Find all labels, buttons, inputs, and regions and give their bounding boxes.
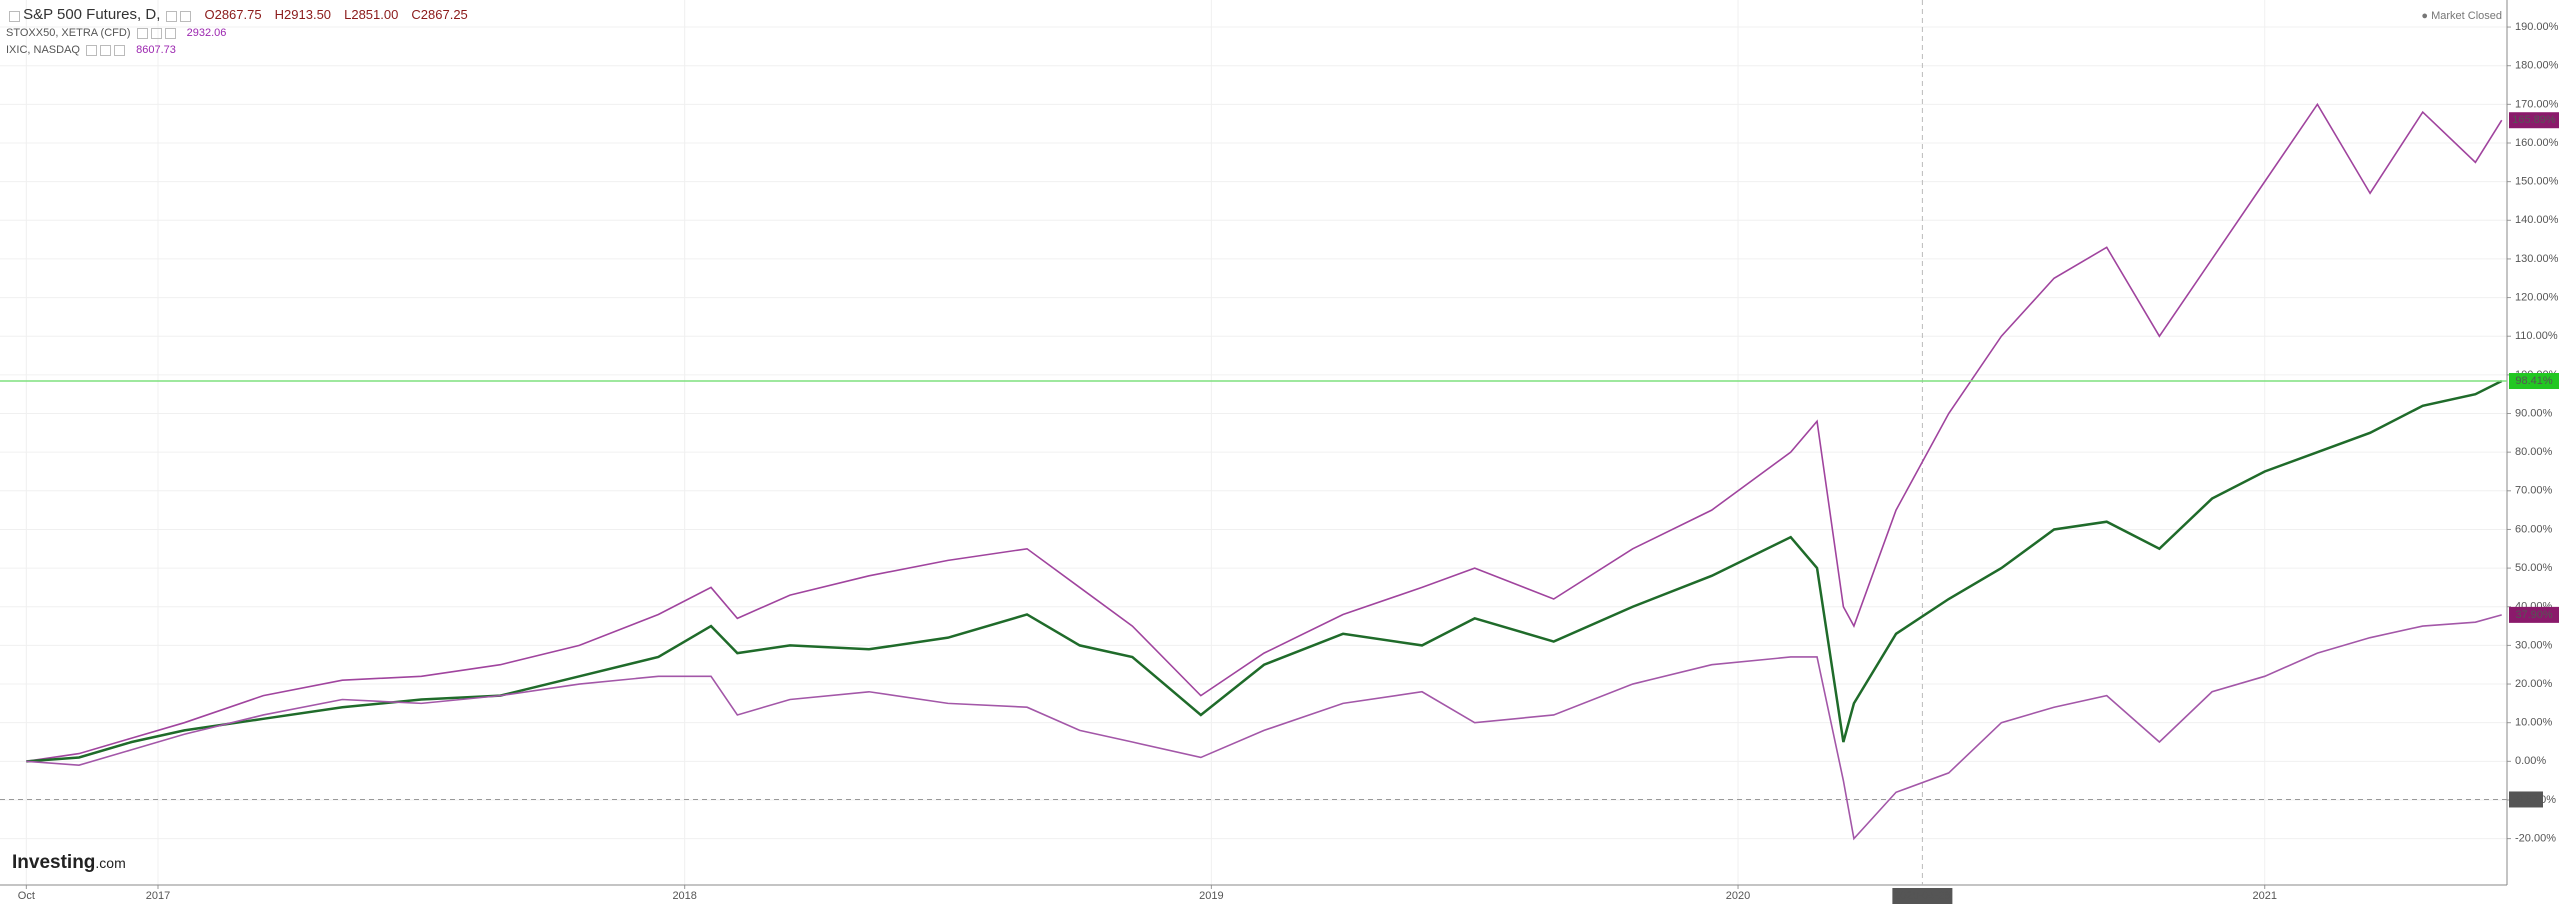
x-tick-label: 2017 bbox=[146, 890, 170, 902]
market-status-text: Market Closed bbox=[2431, 10, 2502, 22]
y-tick-label: 10.00% bbox=[2515, 717, 2553, 729]
market-status: ● Market Closed bbox=[2421, 10, 2502, 22]
y-tick-label: 0.00% bbox=[2515, 755, 2546, 767]
compare-symbol: IXIC, NASDAQ bbox=[6, 44, 80, 56]
y-tick-label: 150.00% bbox=[2515, 176, 2559, 188]
y-tick-label: -20.00% bbox=[2515, 833, 2556, 845]
price-badge bbox=[2509, 112, 2559, 129]
main-symbol: S&P 500 Futures, D, bbox=[23, 6, 161, 23]
icon bbox=[164, 27, 176, 39]
y-tick-label: 90.00% bbox=[2515, 407, 2553, 419]
crosshair-y-label: -9.87 bbox=[2513, 793, 2538, 805]
y-tick-label: 120.00% bbox=[2515, 291, 2559, 303]
icon bbox=[166, 10, 178, 22]
logo-text: Investing bbox=[12, 852, 96, 873]
logo-suffix: .com bbox=[95, 855, 126, 871]
y-tick-label: 50.00% bbox=[2515, 562, 2553, 574]
close: C2867.25 bbox=[411, 7, 468, 22]
open: O2867.75 bbox=[204, 7, 262, 22]
compare-symbol: STOXX50, XETRA (CFD) bbox=[6, 27, 131, 39]
series-line bbox=[26, 614, 2502, 841]
icon bbox=[150, 27, 162, 39]
y-tick-label: 160.00% bbox=[2515, 137, 2559, 149]
price-badge-label: 165.89% bbox=[2512, 114, 2556, 126]
price-badge-label: 37.90% bbox=[2515, 609, 2553, 621]
price-badge-label: 98.41% bbox=[2515, 375, 2553, 387]
icon bbox=[9, 10, 20, 22]
compare-value: 8607.73 bbox=[136, 44, 176, 56]
y-tick-label: 110.00% bbox=[2515, 330, 2558, 342]
x-tick-label: 2019 bbox=[1199, 890, 1223, 902]
y-tick-label: 140.00% bbox=[2515, 214, 2559, 226]
icon bbox=[136, 27, 148, 39]
price-badge bbox=[2509, 606, 2559, 623]
x-tick-label: Oct bbox=[18, 890, 35, 902]
crosshair-badge bbox=[2509, 791, 2543, 808]
series-line bbox=[26, 379, 2503, 763]
icon bbox=[86, 44, 98, 56]
logo: Investing.com bbox=[12, 852, 126, 874]
high: H2913.50 bbox=[274, 7, 332, 22]
y-tick-label: 190.00% bbox=[2515, 21, 2559, 33]
y-tick-label: 70.00% bbox=[2515, 485, 2553, 497]
y-tick-label: 80.00% bbox=[2515, 446, 2553, 458]
y-tick-label: 20.00% bbox=[2515, 678, 2553, 690]
y-tick-label: 180.00% bbox=[2515, 60, 2559, 72]
price-badge bbox=[2509, 373, 2559, 390]
compare-value: 2932.06 bbox=[186, 27, 227, 39]
y-tick-label: 30.00% bbox=[2515, 639, 2553, 651]
icon bbox=[114, 44, 126, 56]
series-line bbox=[26, 102, 2503, 763]
legend-header: S&P 500 Futures, D, O2867.75 H2913.50 L2… bbox=[6, 6, 468, 59]
icon bbox=[180, 10, 192, 22]
y-tick-label: 130.00% bbox=[2515, 253, 2559, 265]
y-tick-label: 60.00% bbox=[2515, 523, 2553, 535]
icon bbox=[100, 44, 112, 56]
crosshair-x-label: 2020-04-28 bbox=[1894, 890, 1950, 902]
y-tick-label: 170.00% bbox=[2515, 98, 2559, 110]
x-tick-label: 2021 bbox=[2252, 890, 2276, 902]
x-tick-label: 2020 bbox=[1726, 890, 1750, 902]
crosshair-badge bbox=[1892, 888, 1953, 904]
low: L2851.00 bbox=[344, 7, 399, 22]
x-tick-label: 2018 bbox=[672, 890, 696, 902]
